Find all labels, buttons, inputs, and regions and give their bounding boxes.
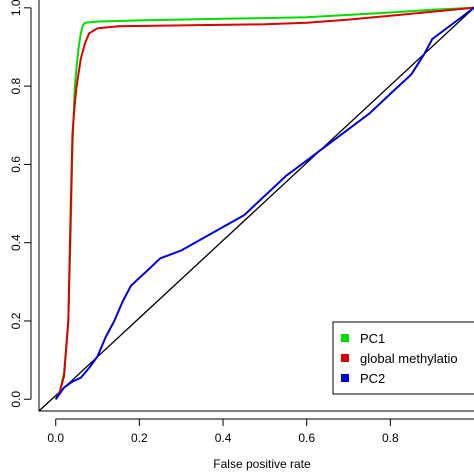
legend-swatch — [341, 334, 349, 342]
legend-label: PC2 — [360, 371, 385, 386]
x-tick-label: 0.6 — [298, 431, 315, 445]
legend-label: PC1 — [360, 331, 385, 346]
legend-box — [332, 321, 474, 395]
x-tick-label: 0.0 — [47, 431, 64, 445]
diagonal-reference-line — [38, 7, 474, 412]
series-line-1 — [54, 6, 474, 400]
x-axis-label: False positive rate — [213, 457, 311, 471]
series-lines — [54, 6, 474, 400]
axes: 0.0 0.2 0.4 0.6 0.8 1.0 0.0 0.2 0.4 0.6 0.8 — [9, 0, 474, 445]
legend-swatch — [341, 374, 349, 382]
y-tick-label: 1.0 — [9, 0, 23, 16]
y-tick-label: 0.8 — [9, 77, 23, 94]
x-tick-label: 0.4 — [215, 431, 232, 445]
y-tick-label: 0.4 — [9, 234, 23, 251]
series-line-2 — [54, 7, 474, 400]
legend: PC1 global methylatio PC2 — [332, 321, 474, 395]
x-tick-label: 0.8 — [382, 431, 399, 445]
legend-label: global methylatio — [360, 351, 458, 366]
x-tick-label: 0.2 — [131, 431, 148, 445]
y-tick-label: 0.6 — [9, 156, 23, 173]
legend-swatch — [341, 354, 349, 362]
plot-frame — [38, 0, 474, 412]
y-tick-label: 0.2 — [9, 312, 23, 329]
y-tick-label: 0.0 — [9, 391, 23, 408]
